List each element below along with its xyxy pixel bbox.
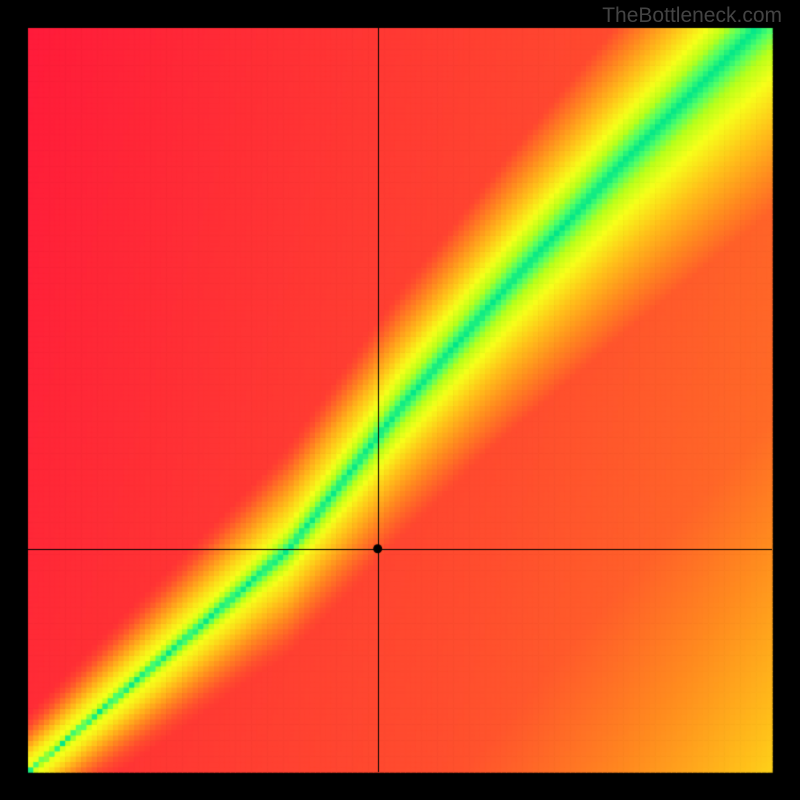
bottleneck-heatmap [0, 0, 800, 800]
chart-container: TheBottleneck.com [0, 0, 800, 800]
watermark-text: TheBottleneck.com [602, 4, 782, 28]
